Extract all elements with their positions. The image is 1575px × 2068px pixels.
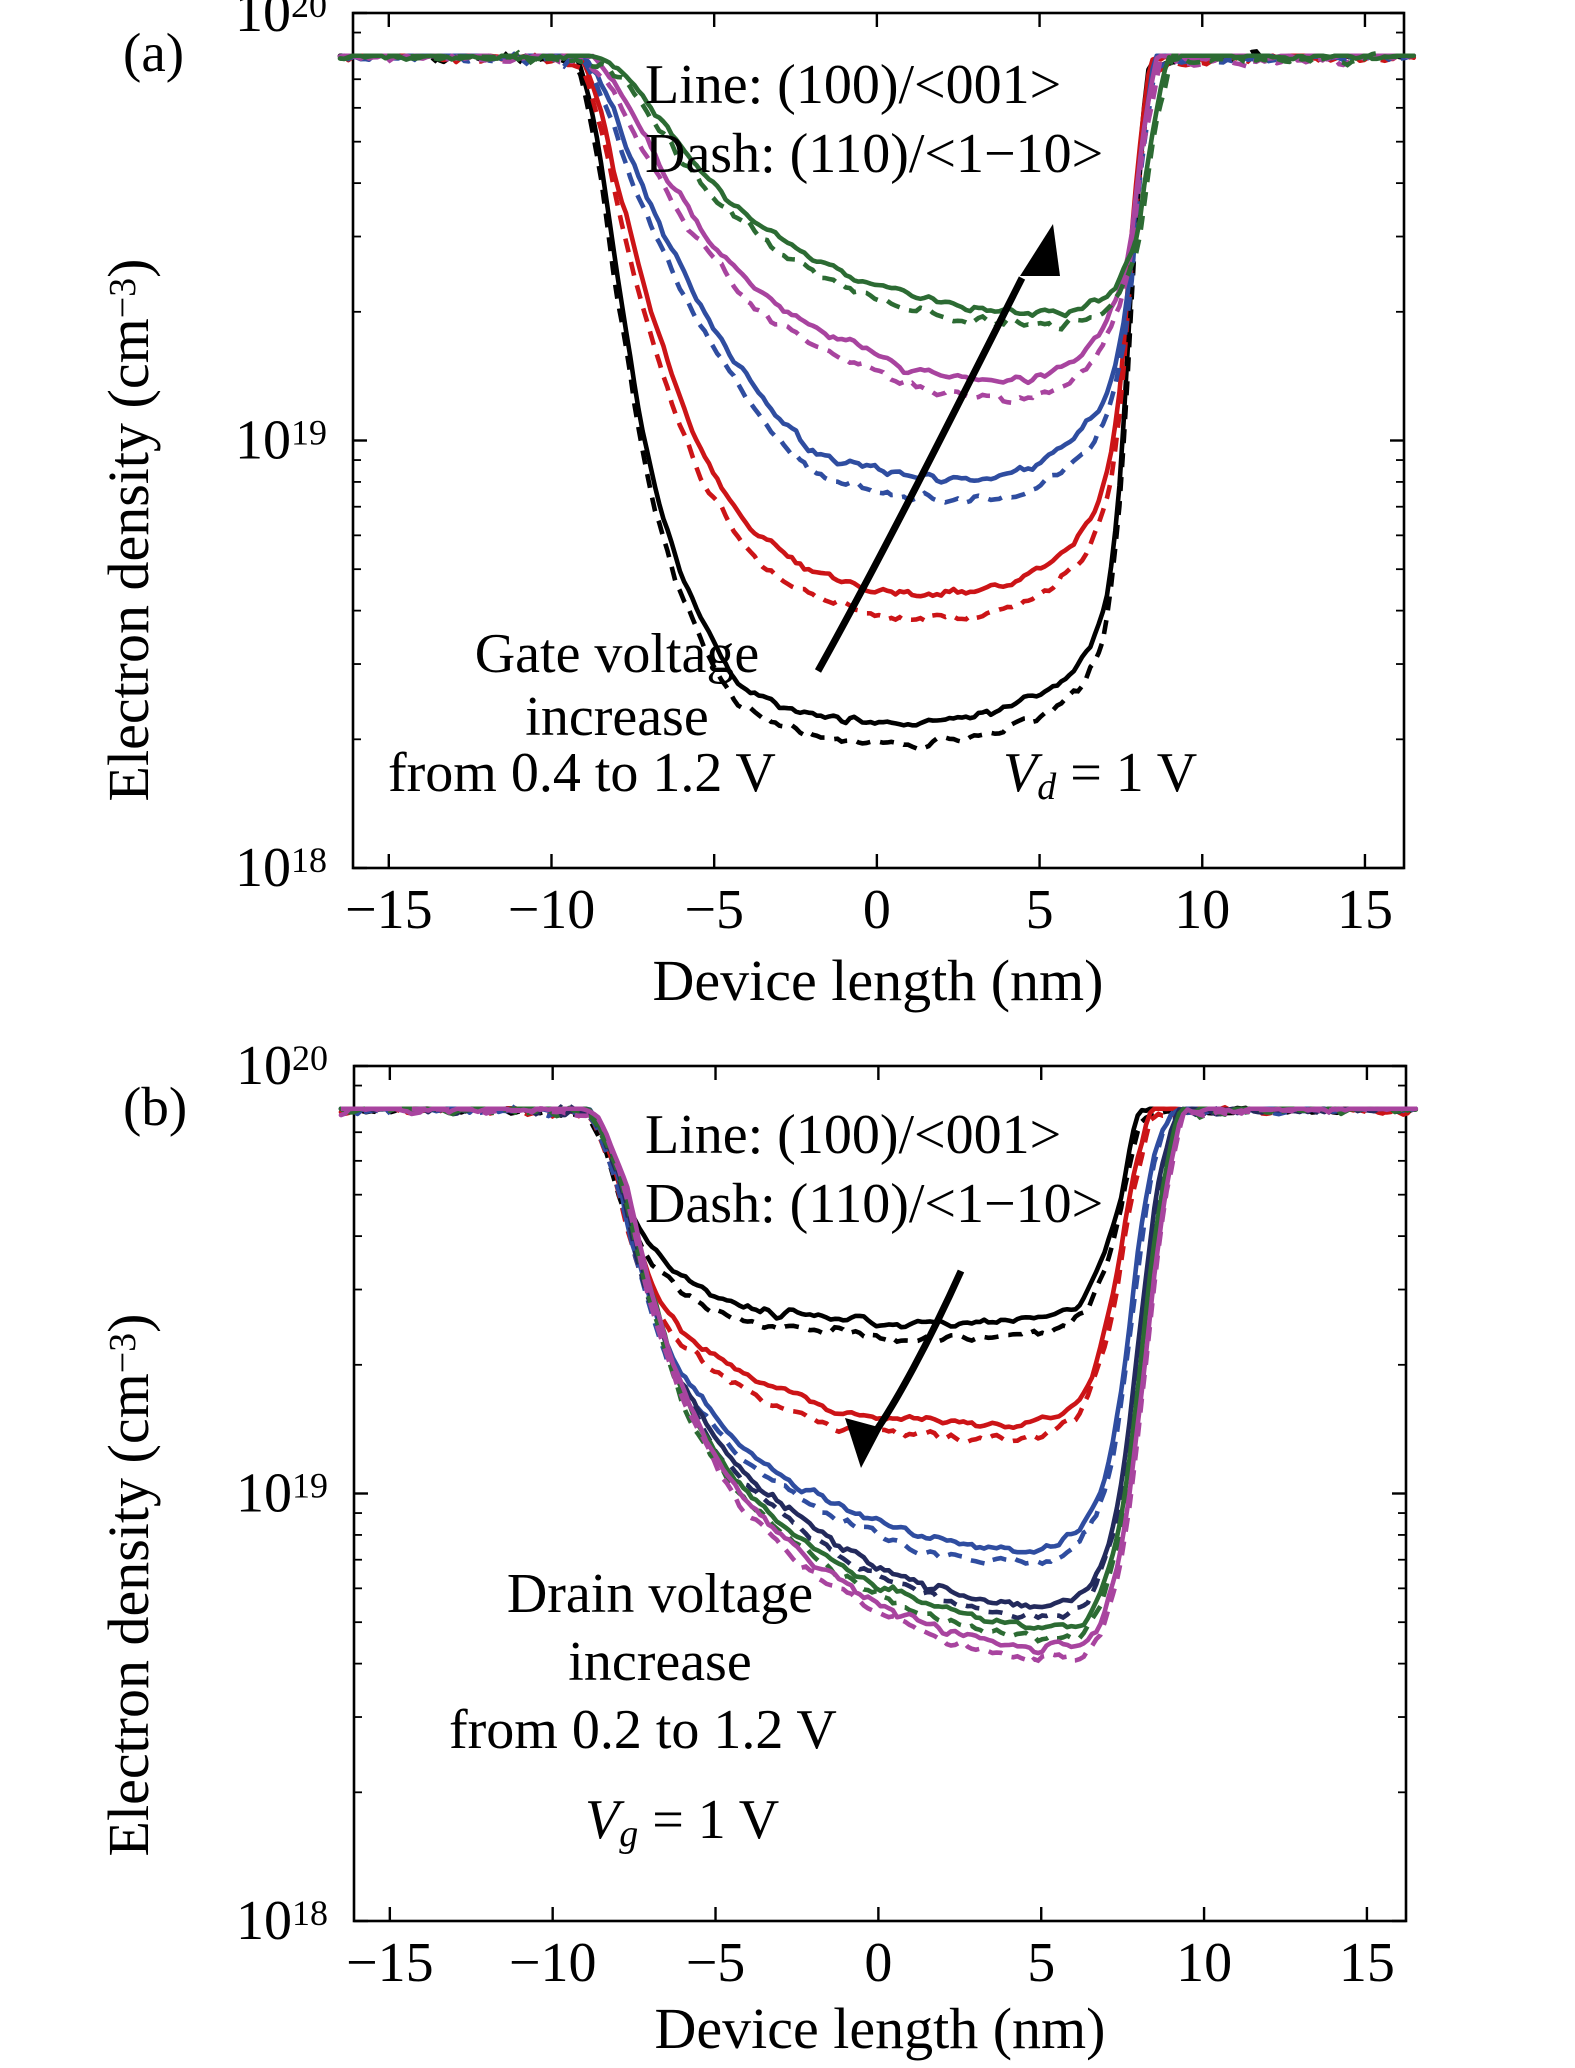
svg-text:−10: −10 — [508, 879, 596, 941]
svg-text:(b): (b) — [123, 1076, 187, 1137]
svg-text:Gate voltage: Gate voltage — [475, 623, 760, 685]
svg-text:Dash: (110)/<1−10>: Dash: (110)/<1−10> — [645, 1173, 1103, 1235]
svg-text:−15: −15 — [345, 879, 433, 941]
svg-text:Line: (100)/<001>: Line: (100)/<001> — [645, 54, 1061, 116]
svg-text:10: 10 — [1176, 1932, 1232, 1994]
svg-text:0: 0 — [863, 879, 891, 941]
svg-text:Line: (100)/<001>: Line: (100)/<001> — [645, 1104, 1061, 1166]
svg-text:−5: −5 — [686, 1932, 746, 1994]
svg-text:−10: −10 — [509, 1932, 597, 1994]
svg-text:from 0.4 to 1.2 V: from 0.4 to 1.2 V — [388, 742, 776, 804]
svg-text:5: 5 — [1026, 879, 1054, 941]
svg-text:Device length (nm): Device length (nm) — [655, 1996, 1106, 2061]
svg-text:−15: −15 — [346, 1932, 434, 1994]
svg-text:Vg = 1 V: Vg = 1 V — [585, 1789, 779, 1855]
svg-text:increase: increase — [525, 686, 708, 748]
svg-text:0: 0 — [864, 1932, 892, 1994]
svg-text:from 0.2 to 1.2 V: from 0.2 to 1.2 V — [449, 1699, 837, 1761]
svg-text:10: 10 — [1174, 879, 1230, 941]
svg-text:5: 5 — [1027, 1932, 1055, 1994]
svg-text:Drain voltage: Drain voltage — [507, 1563, 813, 1625]
svg-text:Electron density (cm−3): Electron density (cm−3) — [96, 259, 161, 802]
svg-text:Electron density (cm−3): Electron density (cm−3) — [96, 1314, 161, 1857]
svg-text:(a): (a) — [123, 22, 184, 83]
svg-text:15: 15 — [1337, 879, 1393, 941]
svg-text:Device length (nm): Device length (nm) — [653, 948, 1104, 1013]
svg-text:−5: −5 — [684, 879, 744, 941]
svg-text:15: 15 — [1339, 1932, 1395, 1994]
svg-text:Dash: (110)/<1−10>: Dash: (110)/<1−10> — [645, 123, 1103, 185]
svg-text:Vd = 1 V: Vd = 1 V — [1003, 742, 1197, 808]
svg-text:increase: increase — [568, 1631, 751, 1693]
